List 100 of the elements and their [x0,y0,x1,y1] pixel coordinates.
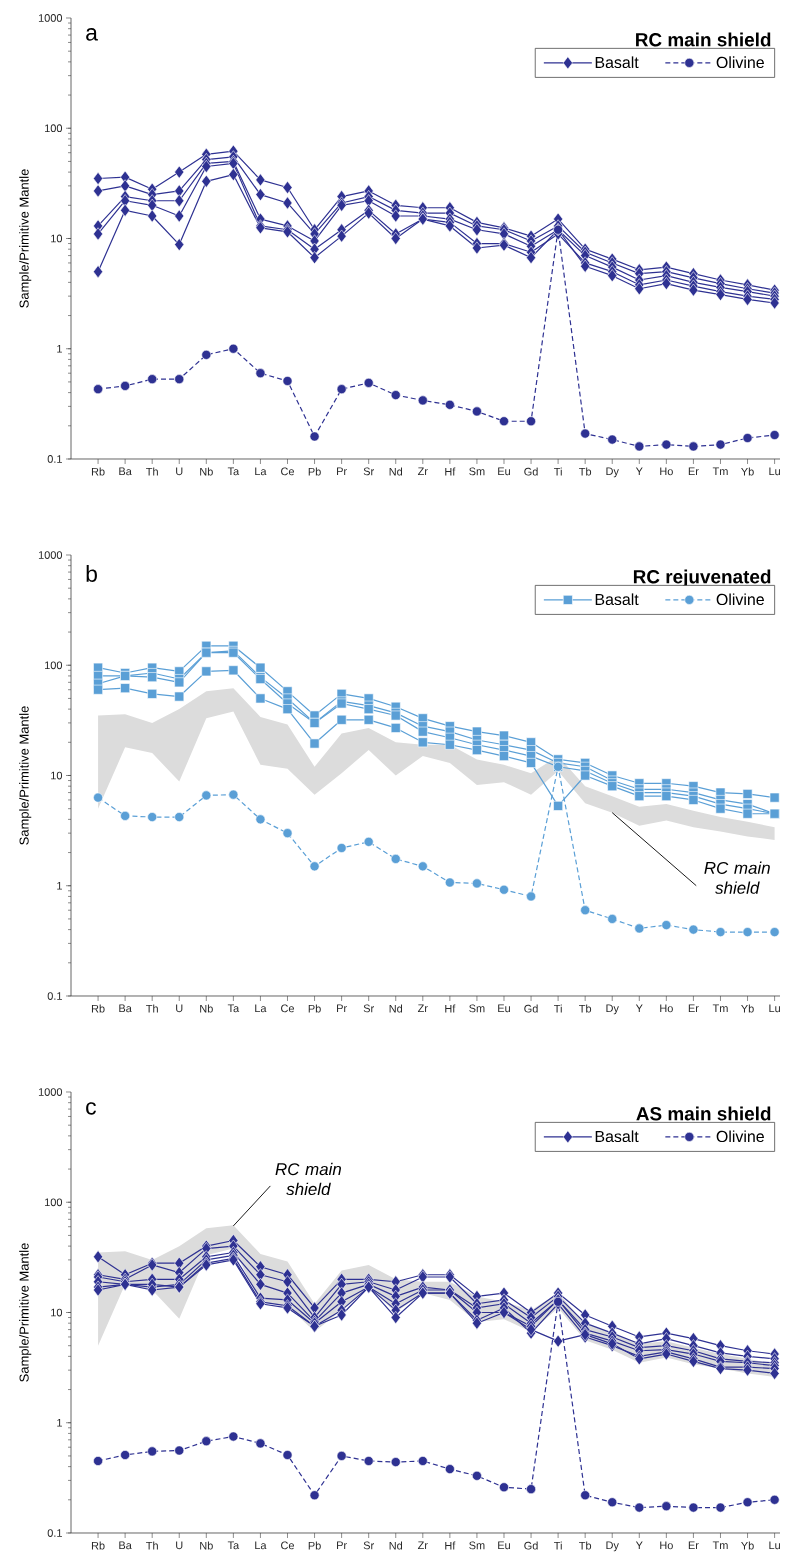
x-tick-label: La [255,467,267,476]
x-tick-label: Nb [200,1541,213,1550]
x-tick-label: Yb [741,467,754,476]
x-tick-label: Pr [337,1541,347,1550]
x-tick-label: Zr [417,1541,428,1550]
x-tick-label: Ti [554,1541,562,1550]
x-tick-label: Sr [363,1541,374,1550]
x-tick-label: Tm [712,1541,728,1550]
legend-label: Olivine [716,593,764,606]
y-axis-title: Sample/Primitive Mantle [19,169,32,308]
y-tick-label: 100 [45,1198,63,1207]
x-tick-label: Nd [389,467,403,476]
x-tick-label: Eu [498,467,510,476]
x-tick-label: Th [146,467,158,476]
x-tick-label: Pb [308,1004,321,1013]
x-tick-label: U [176,1541,183,1550]
x-tick-label: Pr [337,1004,347,1013]
x-tick-label: Ho [660,467,673,476]
annotation: a [86,28,98,41]
y-tick-label: 10 [51,1308,63,1317]
x-tick-label: Er [688,1541,699,1550]
x-tick-label: Er [688,1004,699,1013]
x-tick-label: Hf [445,467,456,476]
annotation: c [86,1102,97,1115]
x-tick-label: Lu [769,1004,780,1013]
x-tick-label: Nd [389,1004,403,1013]
text: AS main shield [636,1106,771,1121]
x-tick-label: Ho [660,1541,673,1550]
y-tick-label: 100 [45,661,63,670]
x-tick-label: Tm [712,1004,728,1013]
x-tick-label: U [176,467,183,476]
y-tick-label: 0.1 [47,1529,62,1537]
x-tick-label: Pb [308,1541,321,1550]
y-tick-label: 1 [57,1418,62,1427]
x-tick-label: Pr [337,467,347,476]
legend-label: Olivine [716,1130,764,1143]
x-tick-label: Y [635,467,643,476]
x-tick-label: Ce [281,1541,295,1550]
x-tick-label: Ta [227,1004,240,1013]
x-tick-label: Hf [445,1541,456,1550]
legend-label: Olivine [716,56,764,69]
x-tick-label: Nd [389,1541,403,1550]
x-tick-label: Lu [769,1541,780,1550]
x-tick-label: Ce [281,1004,295,1013]
annotation: b [86,565,97,582]
x-tick-label: Sm [469,1004,485,1013]
x-tick-label: Gd [524,1004,538,1013]
y-tick-label: 1000 [38,14,63,22]
y-tick-label: 10 [51,234,63,243]
y-tick-label: 100 [45,124,63,133]
x-tick-label: Sm [469,467,485,476]
text: RC rejuvenated [633,569,771,588]
y-tick-label: 1000 [38,551,63,559]
x-tick-label: Zr [417,467,428,476]
y-tick-label: 1000 [38,1088,63,1096]
x-tick-label: Rb [91,1004,105,1013]
x-tick-label: Gd [524,467,538,476]
x-tick-label: Sr [363,467,374,476]
x-tick-label: La [255,1541,267,1550]
x-tick-label: Y [635,1541,643,1550]
legend-label: Basalt [595,1130,639,1143]
x-tick-label: Ta [227,467,240,476]
x-tick-label: Nb [200,467,213,476]
y-tick-label: 1 [57,881,62,890]
x-tick-label: Eu [498,1541,510,1550]
x-tick-label: Rb [91,1541,105,1550]
y-tick-label: 1 [57,344,62,353]
annotation: RC main shield [704,861,770,894]
x-tick-label: Dy [606,1004,619,1015]
x-tick-label: Tb [579,1004,592,1013]
x-tick-label: Yb [741,1004,754,1013]
y-axis-title: Sample/Primitive Mantle [19,706,32,845]
x-tick-label: Sm [469,1541,485,1550]
x-tick-label: Rb [91,467,105,476]
x-tick-label: Tm [712,467,728,476]
x-tick-label: Ba [119,467,132,476]
x-tick-label: Ti [554,1004,562,1013]
x-tick-label: Dy [606,1541,619,1552]
x-tick-label: Eu [498,1004,510,1013]
x-tick-label: Yb [741,1541,754,1550]
legend-label: Basalt [595,593,639,606]
legend-label: Basalt [595,56,639,69]
x-tick-label: Th [146,1541,158,1550]
x-tick-label: Ce [281,467,295,476]
x-tick-label: Y [635,1004,643,1013]
x-tick-label: Hf [445,1004,456,1013]
x-tick-label: Er [688,467,699,476]
x-tick-label: Lu [769,467,780,476]
annotation: RC main shield [275,1162,341,1196]
x-tick-label: U [176,1004,183,1013]
y-axis-title: Sample/Primitive Mantle [19,1243,32,1382]
x-tick-label: Pb [308,467,321,476]
x-tick-label: Tb [579,467,592,476]
x-tick-label: Ho [660,1004,673,1013]
y-tick-label: 0.1 [47,992,62,1000]
x-tick-label: Th [146,1004,158,1013]
y-tick-label: 0.1 [47,455,62,463]
x-tick-label: Nb [200,1004,213,1013]
x-tick-label: Ta [227,1541,240,1550]
x-tick-label: Ti [554,467,562,476]
